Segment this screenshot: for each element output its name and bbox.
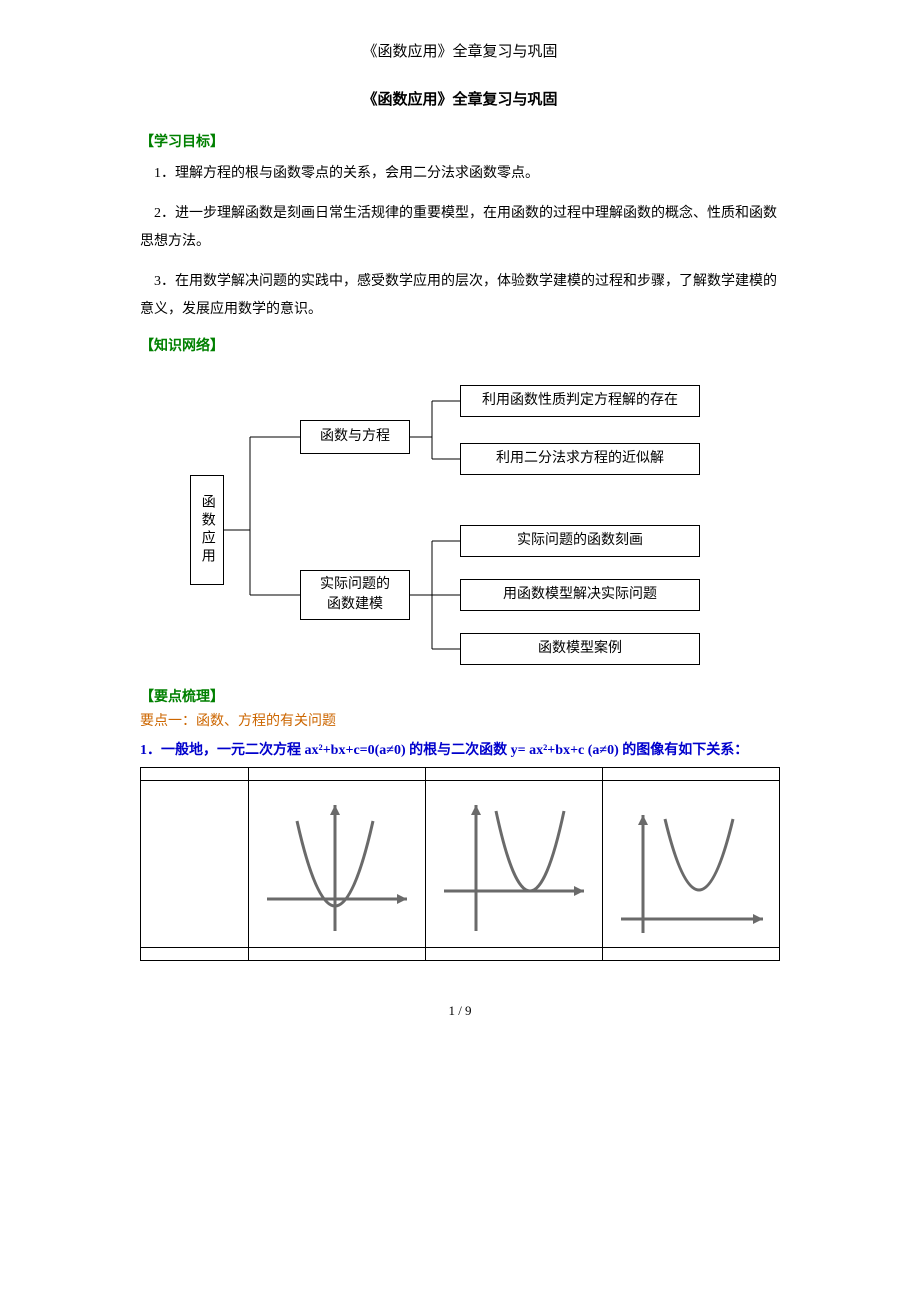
table-row3-label — [141, 947, 249, 960]
keypoint-1-1-prefix: 1． — [140, 743, 161, 758]
row3-c1 — [249, 947, 426, 960]
diagram-mid2-box: 实际问题的 函数建模 — [300, 570, 410, 620]
row3-c2 — [426, 947, 603, 960]
page-footer: 1 / 9 — [140, 1001, 780, 1022]
diagram-leaf-3: 实际问题的函数刻画 — [460, 525, 700, 557]
goal-item-1: 1．理解方程的根与函数零点的关系，会用二分法求函数零点。 — [140, 160, 780, 188]
table-header-d-neg — [603, 767, 780, 780]
page-header-title: 《函数应用》全章复习与巩固 — [140, 40, 780, 64]
section-goals-heading: 【学习目标】 — [140, 132, 780, 154]
diagram-mid1-box: 函数与方程 — [300, 420, 410, 454]
keypoint-1-1-body: 一般地，一元二次方程 ax²+bx+c=0(a≠0) 的根与二次函数 y= ax… — [161, 743, 748, 758]
keypoint-1-title: 要点一：函数、方程的有关问题 — [140, 711, 780, 733]
main-title: 《函数应用》全章复习与巩固 — [140, 88, 780, 112]
knowledge-network-diagram: 函数应用 函数与方程 实际问题的 函数建模 利用函数性质判定方程解的存在 利用二… — [170, 365, 770, 675]
table-row2-label — [141, 780, 249, 947]
graph-no-root — [603, 780, 780, 947]
diagram-leaf-4: 用函数模型解决实际问题 — [460, 579, 700, 611]
quadratic-table — [140, 767, 780, 961]
section-keypoints-heading: 【要点梳理】 — [140, 687, 780, 709]
diagram-root-box: 函数应用 — [190, 475, 224, 585]
graph-two-roots — [249, 780, 426, 947]
graph-one-root — [426, 780, 603, 947]
diagram-leaf-1: 利用函数性质判定方程解的存在 — [460, 385, 700, 417]
diagram-leaf-2: 利用二分法求方程的近似解 — [460, 443, 700, 475]
diagram-mid2-line1: 实际问题的 — [320, 575, 390, 595]
table-row — [141, 767, 780, 780]
goal-item-2: 2．进一步理解函数是刻画日常生活规律的重要模型，在用函数的过程中理解函数的概念、… — [140, 200, 780, 256]
table-header-d-pos — [249, 767, 426, 780]
table-row — [141, 780, 780, 947]
diagram-leaf-5: 函数模型案例 — [460, 633, 700, 665]
table-header-d-zero — [426, 767, 603, 780]
section-network-heading: 【知识网络】 — [140, 336, 780, 358]
keypoint-1-1: 1．一般地，一元二次方程 ax²+bx+c=0(a≠0) 的根与二次函数 y= … — [140, 738, 780, 763]
table-header-discriminant — [141, 767, 249, 780]
row3-c3 — [603, 947, 780, 960]
table-row — [141, 947, 780, 960]
goal-item-3: 3．在用数学解决问题的实践中，感受数学应用的层次，体验数学建模的过程和步骤，了解… — [140, 268, 780, 324]
diagram-mid2-line2: 函数建模 — [327, 595, 383, 615]
page-root: 《函数应用》全章复习与巩固 《函数应用》全章复习与巩固 【学习目标】 1．理解方… — [70, 0, 850, 1052]
